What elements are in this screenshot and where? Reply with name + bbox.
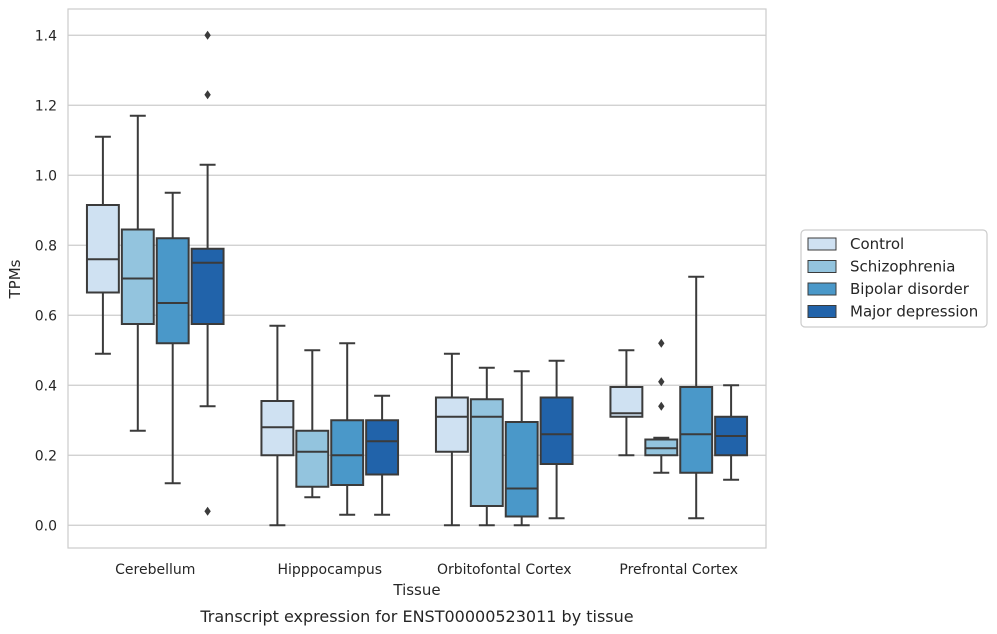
outlier-point xyxy=(204,506,211,516)
iqr-box xyxy=(330,419,365,486)
legend-label: Bipolar disorder xyxy=(850,280,970,298)
legend-item: Control xyxy=(807,235,904,253)
legend-item: Major depression xyxy=(807,303,978,321)
outlier-point xyxy=(658,401,665,411)
iqr-box xyxy=(434,396,469,453)
box-bipolar-disorder-prefrontal-cortex xyxy=(679,275,714,520)
box-bipolar-disorder-hipppocampus xyxy=(330,342,365,516)
outlier-point xyxy=(658,377,665,387)
box-major-depression-orbitofontal-cortex xyxy=(539,359,574,520)
y-tick-label: 1.4 xyxy=(35,28,57,44)
iqr-box xyxy=(190,247,225,325)
box-schizophrenia-hipppocampus xyxy=(295,349,330,499)
legend-frame xyxy=(800,229,988,328)
box-control-hipppocampus xyxy=(260,324,295,527)
legend-swatch xyxy=(807,237,837,251)
iqr-box xyxy=(85,204,120,294)
y-tick-label: 0.0 xyxy=(35,518,57,534)
x-axis-label: Tissue xyxy=(392,581,440,599)
x-tick-label: Hipppocampus xyxy=(277,562,382,578)
legend-item: Bipolar disorder xyxy=(807,280,970,298)
iqr-box xyxy=(609,386,644,418)
legend-swatch xyxy=(807,282,837,296)
iqr-box xyxy=(365,419,400,476)
legend-label: Schizophrenia xyxy=(850,258,955,276)
box-control-prefrontal-cortex xyxy=(609,349,644,457)
box-schizophrenia-prefrontal-cortex xyxy=(644,338,679,474)
iqr-box xyxy=(155,237,190,345)
y-axis-label: TPMs xyxy=(6,259,24,299)
y-tick-label: 0.4 xyxy=(35,378,57,394)
figure-caption: Transcript expression for ENST0000052301… xyxy=(199,607,633,626)
box-major-depression-cerebellum xyxy=(190,30,225,516)
box-plot-series xyxy=(85,30,749,527)
box-schizophrenia-cerebellum xyxy=(120,114,155,432)
iqr-box xyxy=(539,396,574,465)
x-tick-label: Cerebellum xyxy=(115,562,195,578)
legend-item: Schizophrenia xyxy=(807,258,955,276)
iqr-box xyxy=(679,386,714,474)
y-tick-label: 1.2 xyxy=(35,98,57,114)
box-major-depression-prefrontal-cortex xyxy=(714,384,749,481)
y-tick-label: 0.6 xyxy=(35,308,57,324)
iqr-box xyxy=(295,429,330,488)
legend-swatch xyxy=(807,305,837,318)
box-bipolar-disorder-orbitofontal-cortex xyxy=(504,370,539,527)
box-control-orbitofontal-cortex xyxy=(434,352,469,527)
box-bipolar-disorder-cerebellum xyxy=(155,191,190,485)
iqr-box xyxy=(469,398,504,507)
y-tick-label: 1.0 xyxy=(35,168,57,184)
iqr-box xyxy=(120,228,155,325)
y-tick-label: 0.2 xyxy=(35,448,57,464)
legend-label: Control xyxy=(850,235,904,253)
x-tick-label: Prefrontal Cortex xyxy=(619,562,738,578)
x-axis-ticks: Cerebellum Hipppocampus Orbitofontal Corte… xyxy=(115,562,738,578)
box-schizophrenia-orbitofontal-cortex xyxy=(469,366,504,527)
legend-label: Major depression xyxy=(850,303,978,321)
x-tick-label: Orbitofontal Cortex xyxy=(437,562,572,578)
iqr-box xyxy=(504,421,539,518)
y-axis-ticks: 0.0 0.2 0.4 0.6 0.8 1.0 1.2 1.4 xyxy=(35,28,57,534)
y-tick-label: 0.8 xyxy=(35,238,57,254)
legend: Control Schizophrenia Bipolar disorder Majo… xyxy=(800,229,988,328)
outlier-point xyxy=(204,30,211,40)
outlier-point xyxy=(658,338,665,348)
outlier-point xyxy=(204,90,211,100)
plot-area-frame xyxy=(67,8,767,549)
box-control-cerebellum xyxy=(85,135,120,355)
box-major-depression-hipppocampus xyxy=(365,394,400,516)
legend-swatch xyxy=(807,260,837,273)
